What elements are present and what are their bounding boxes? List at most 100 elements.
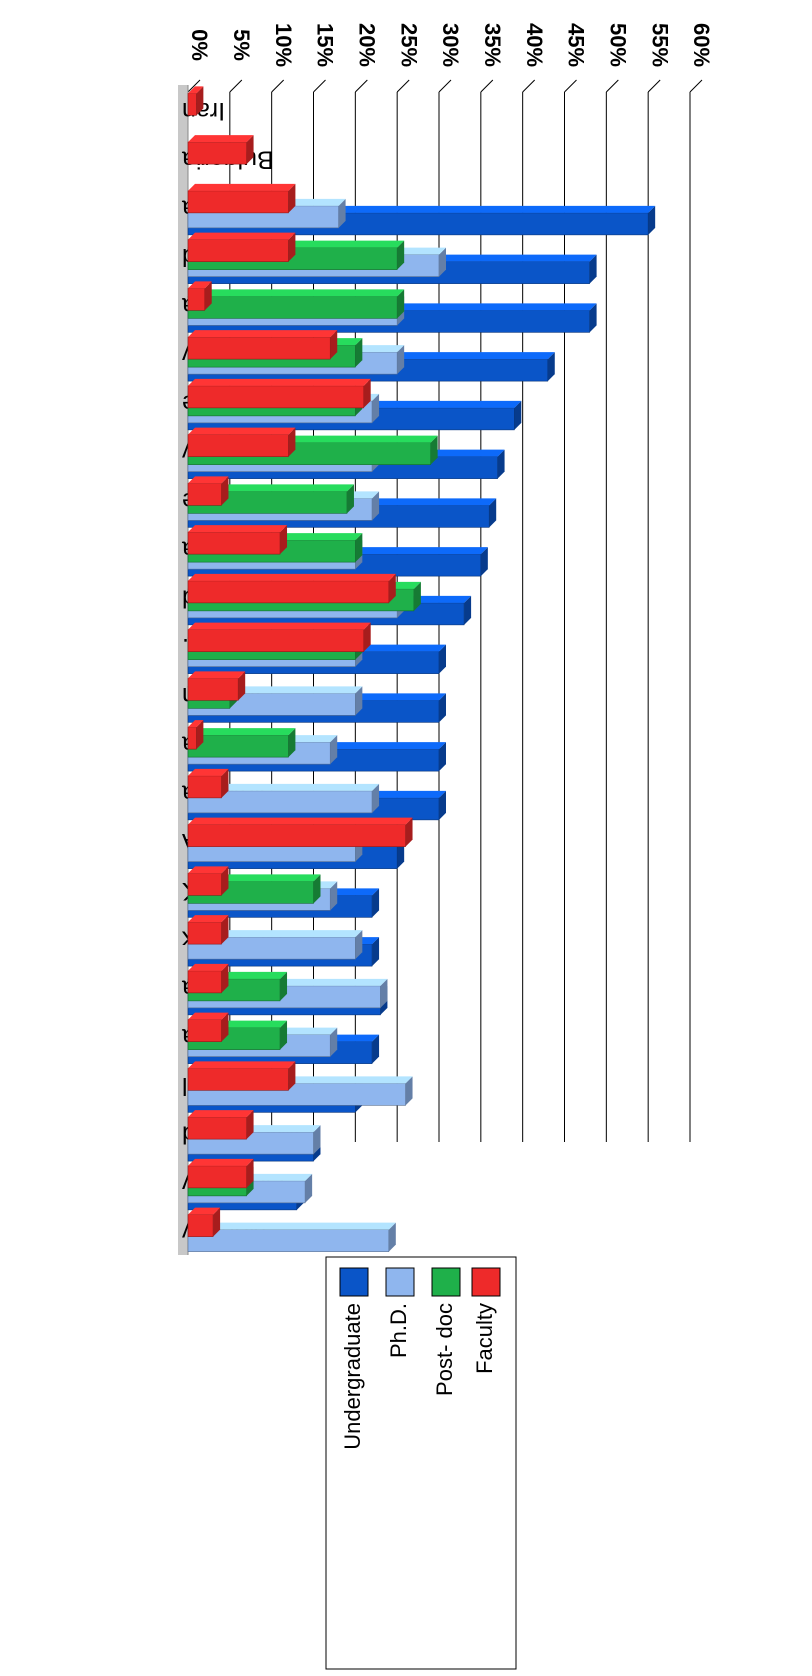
bar-top: [188, 232, 296, 240]
bar-end: [330, 881, 338, 911]
bar: [187, 1229, 390, 1252]
bar-top: [188, 183, 296, 191]
bar-top: [188, 1061, 296, 1069]
legend-label: Ph.D.: [386, 1303, 411, 1358]
bar: [187, 1019, 222, 1042]
legend-swatch: [339, 1267, 369, 1297]
bar-top: [188, 622, 371, 630]
bar-end: [288, 232, 296, 262]
bar: [187, 629, 364, 652]
bar-end: [196, 86, 204, 116]
bar-top: [188, 86, 204, 94]
x-tick-label: 15%: [313, 23, 338, 67]
bar-end: [346, 484, 354, 514]
bar-end: [221, 866, 229, 896]
legend-label: Post- doc: [432, 1303, 457, 1396]
legend-label: Undergraduate: [340, 1303, 365, 1450]
bar-end: [355, 338, 363, 368]
x-tick-label: 30%: [438, 23, 463, 67]
legend-box: [325, 1256, 517, 1670]
bar-top: [188, 768, 229, 776]
bar-end: [489, 498, 497, 528]
bar-top: [188, 1110, 254, 1118]
gridline-perspective: [396, 79, 410, 93]
bar: [187, 531, 281, 555]
bar: [187, 1068, 289, 1091]
bar-end: [196, 720, 204, 750]
bar-end: [305, 1173, 313, 1203]
bar-end: [439, 742, 446, 772]
gridline-perspective: [647, 79, 661, 93]
bar: [187, 288, 206, 311]
legend-swatch: [471, 1267, 501, 1297]
bar-end: [405, 1076, 413, 1106]
bar-top: [188, 525, 288, 533]
bar-end: [213, 1207, 221, 1237]
gridline-perspective: [229, 79, 243, 93]
bar-end: [397, 345, 405, 375]
bar-end: [280, 525, 288, 555]
bar-end: [372, 491, 380, 521]
gridline-perspective: [313, 79, 326, 93]
chart-floor: [178, 85, 188, 1255]
bar: [187, 1165, 247, 1189]
bar-top: [188, 1158, 254, 1166]
bar-end: [363, 622, 371, 652]
x-tick-label: 20%: [355, 23, 380, 67]
legend: Undergraduate Ph.D. Post- doc Faculty: [325, 1256, 517, 1670]
bar-end: [280, 1020, 288, 1050]
bar: [187, 239, 289, 262]
bar-top: [188, 378, 371, 386]
bar: [187, 824, 406, 847]
bar: [187, 873, 222, 896]
bar: [187, 434, 289, 457]
x-tick-label: 35%: [480, 23, 505, 67]
gridline-perspective: [480, 79, 494, 93]
bar-end: [363, 378, 371, 408]
bar-top: [188, 720, 204, 728]
x-tick-label: 40%: [522, 23, 547, 67]
bar-end: [221, 963, 229, 993]
bar-end: [439, 693, 446, 723]
bar-top: [188, 671, 246, 679]
bar-top: [188, 427, 296, 435]
bar: [187, 385, 364, 409]
bar-end: [355, 533, 363, 563]
x-tick-label: 10%: [271, 23, 296, 67]
bar-top: [188, 866, 229, 874]
bar-end: [246, 1158, 254, 1188]
bar-end: [313, 874, 321, 904]
bar-end: [288, 427, 296, 457]
bar-end: [589, 254, 597, 284]
bar-end: [439, 247, 446, 277]
legend-swatch: [385, 1267, 415, 1297]
bar-end: [405, 817, 413, 847]
bar-top: [188, 281, 212, 289]
bar-end: [221, 915, 229, 945]
bar: [187, 921, 222, 945]
gridline-perspective: [187, 79, 201, 93]
bar-top: [188, 915, 229, 923]
x-tick-label: 55%: [647, 23, 672, 67]
bar: [187, 775, 222, 799]
bar-end: [355, 930, 363, 960]
bar: [187, 93, 197, 116]
bar-top: [188, 1222, 396, 1230]
gridline-perspective: [564, 79, 577, 93]
gridline-perspective: [689, 79, 703, 93]
bar-end: [246, 135, 254, 165]
bar-end: [430, 435, 438, 465]
bar-top: [188, 135, 254, 143]
legend-swatch: [431, 1267, 461, 1297]
bar-end: [648, 205, 656, 235]
bar-top: [188, 963, 229, 971]
bar-end: [313, 1125, 321, 1155]
bar-end: [397, 289, 405, 319]
bar: [187, 580, 390, 604]
bar-end: [338, 198, 346, 228]
bar-end: [380, 978, 388, 1008]
bar: [187, 1214, 214, 1237]
bar-end: [330, 330, 338, 360]
